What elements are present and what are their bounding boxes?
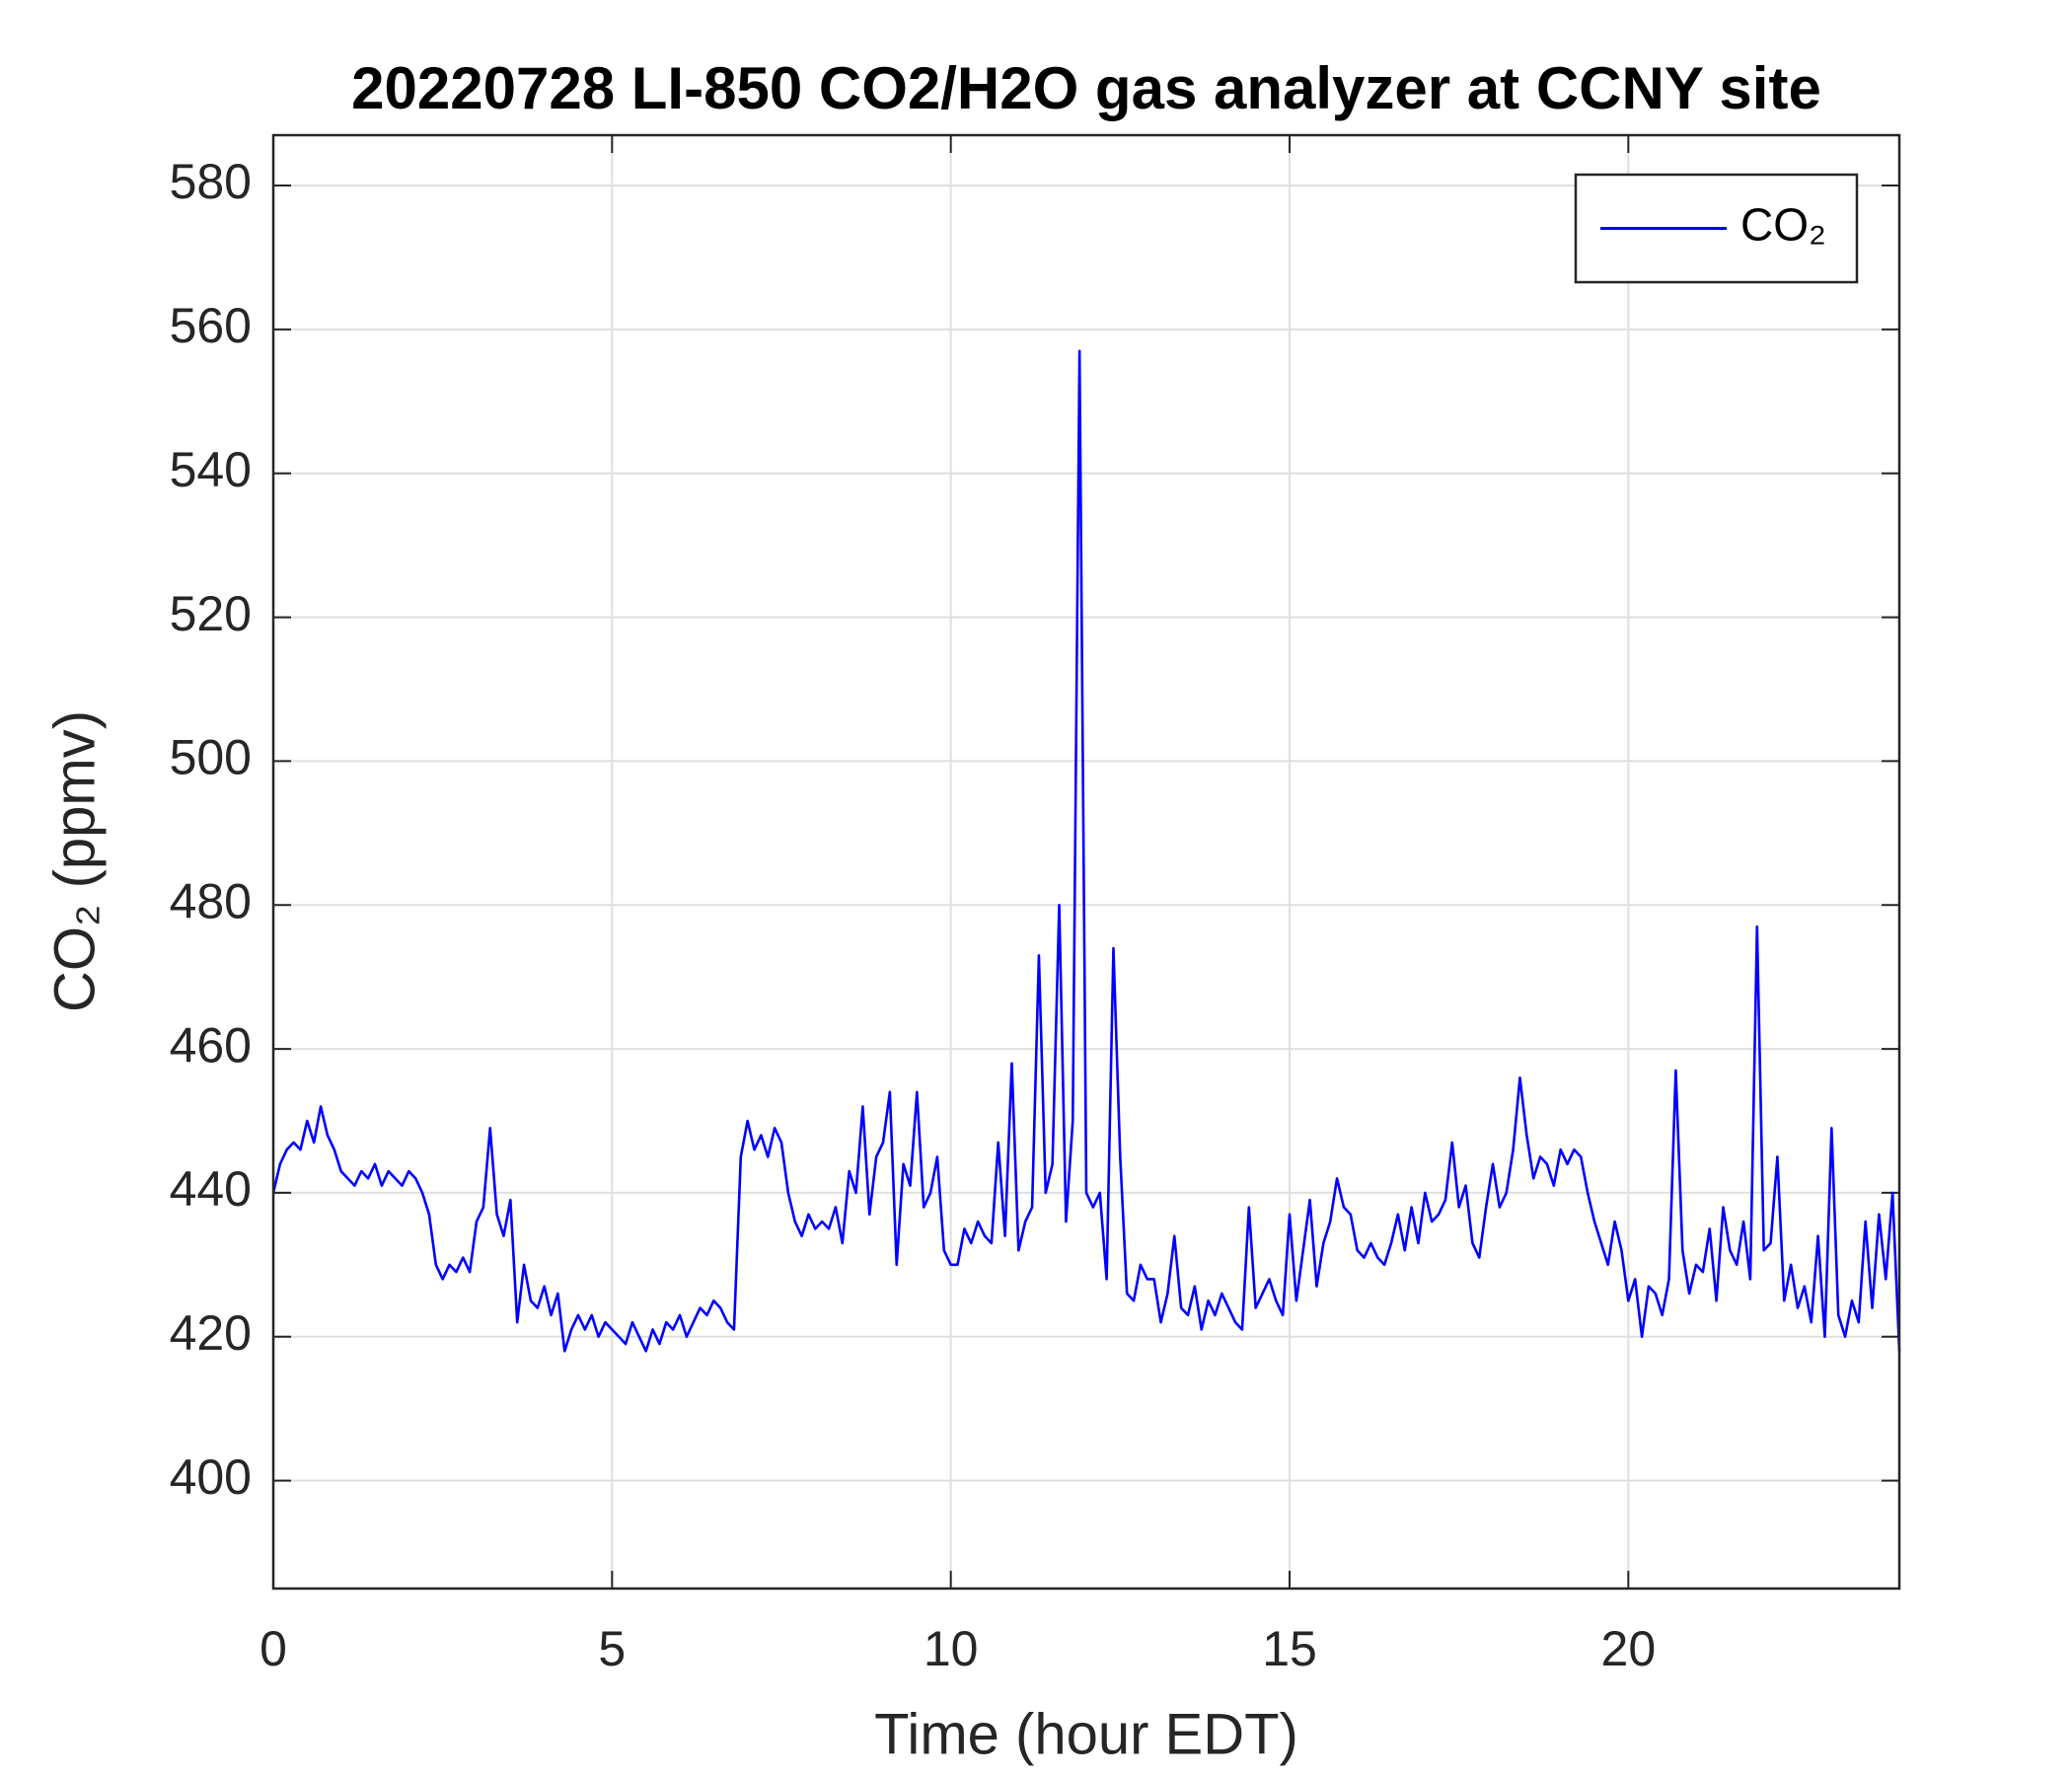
legend-label: CO₂ xyxy=(1740,199,1826,251)
y-tick-label: 440 xyxy=(170,1161,252,1217)
y-axis-label: CO₂ (ppmv) xyxy=(42,710,107,1012)
chart-title: 20220728 LI-850 CO2/H2O gas analyzer at … xyxy=(351,55,1821,121)
x-tick-label: 5 xyxy=(598,1621,626,1676)
y-tick-label: 520 xyxy=(170,586,252,641)
y-tick-label: 560 xyxy=(170,298,252,353)
data-line xyxy=(271,349,1901,1353)
y-tick-label: 420 xyxy=(170,1305,252,1361)
y-tick-label: 480 xyxy=(170,873,252,928)
x-tick-label: 10 xyxy=(924,1621,979,1676)
x-tick-label: 15 xyxy=(1262,1621,1317,1676)
y-tick-label: 500 xyxy=(170,730,252,785)
y-tick-label: 580 xyxy=(170,154,252,209)
y-tick-label: 400 xyxy=(170,1449,252,1505)
x-tick-label: 20 xyxy=(1601,1621,1657,1676)
plot-frame xyxy=(271,133,1901,1591)
x-axis-label: Time (hour EDT) xyxy=(874,1702,1298,1766)
y-tick-label: 540 xyxy=(170,442,252,497)
x-tick-label: 0 xyxy=(259,1621,287,1676)
y-tick-label: 460 xyxy=(170,1017,252,1073)
